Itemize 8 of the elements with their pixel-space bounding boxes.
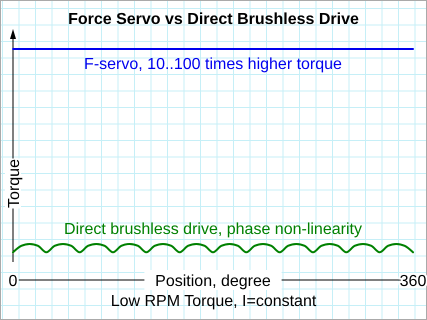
y-axis-title: Torque — [6, 158, 23, 208]
x-axis-title: Position, degree — [155, 273, 271, 290]
x-tick-label: 0 — [8, 273, 18, 290]
x-tick-label: 360 — [400, 273, 426, 290]
series-label: F-servo, 10..100 times higher torque — [84, 56, 342, 73]
chart-title: Force Servo vs Direct Brushless Drive — [68, 11, 359, 28]
series-label: Direct brushless drive, phase non-linearity — [64, 220, 362, 238]
text: Low RPM Torque, I=constant — [110, 293, 317, 310]
